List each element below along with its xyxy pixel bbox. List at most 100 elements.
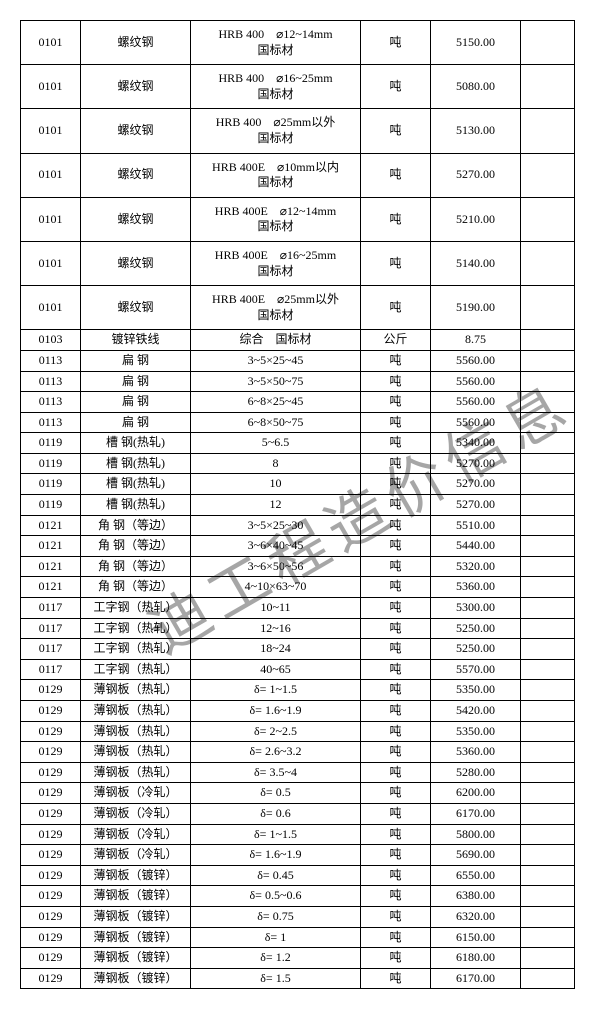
cell-price: 5560.00 [431, 350, 521, 371]
cell-code: 0129 [21, 783, 81, 804]
cell-note [521, 474, 575, 495]
cell-price: 5440.00 [431, 536, 521, 557]
table-row: 0117工字钢（热轧）40~65吨5570.00 [21, 659, 575, 680]
cell-spec: 综合 国标材 [191, 330, 361, 351]
cell-spec: δ= 3.5~4 [191, 762, 361, 783]
cell-name: 薄钢板（热轧） [81, 742, 191, 763]
cell-note [521, 153, 575, 197]
cell-code: 0121 [21, 556, 81, 577]
cell-code: 0101 [21, 197, 81, 241]
cell-price: 5560.00 [431, 371, 521, 392]
cell-unit: 吨 [361, 742, 431, 763]
cell-note [521, 906, 575, 927]
cell-unit: 吨 [361, 803, 431, 824]
cell-name: 螺纹钢 [81, 109, 191, 153]
cell-code: 0129 [21, 886, 81, 907]
cell-code: 0117 [21, 618, 81, 639]
cell-note [521, 680, 575, 701]
cell-unit: 吨 [361, 536, 431, 557]
cell-price: 5420.00 [431, 701, 521, 722]
cell-price: 5270.00 [431, 495, 521, 516]
cell-spec: HRB 400E ⌀10mm以内国标材 [191, 153, 361, 197]
cell-code: 0101 [21, 153, 81, 197]
cell-name: 薄钢板（冷轧） [81, 845, 191, 866]
cell-unit: 吨 [361, 21, 431, 65]
cell-code: 0101 [21, 65, 81, 109]
cell-name: 扁 钢 [81, 350, 191, 371]
cell-spec: HRB 400E ⌀25mm以外国标材 [191, 286, 361, 330]
cell-note [521, 659, 575, 680]
cell-price: 5560.00 [431, 412, 521, 433]
cell-name: 槽 钢(热轧) [81, 495, 191, 516]
cell-unit: 吨 [361, 701, 431, 722]
cell-code: 0117 [21, 659, 81, 680]
cell-unit: 吨 [361, 762, 431, 783]
cell-name: 扁 钢 [81, 392, 191, 413]
table-row: 0101螺纹钢HRB 400 ⌀16~25mm国标材吨5080.00 [21, 65, 575, 109]
cell-unit: 吨 [361, 453, 431, 474]
cell-spec: 8 [191, 453, 361, 474]
cell-spec: 4~10×63~70 [191, 577, 361, 598]
table-row: 0103镀锌铁线综合 国标材公斤8.75 [21, 330, 575, 351]
cell-price: 5250.00 [431, 639, 521, 660]
cell-name: 工字钢（热轧） [81, 639, 191, 660]
cell-code: 0129 [21, 701, 81, 722]
cell-price: 5560.00 [431, 392, 521, 413]
table-row: 0129薄钢板（镀锌）δ= 0.5~0.6吨6380.00 [21, 886, 575, 907]
table-row: 0113扁 钢3~5×25~45吨5560.00 [21, 350, 575, 371]
cell-code: 0121 [21, 515, 81, 536]
cell-unit: 吨 [361, 109, 431, 153]
material-price-table: 0101螺纹钢HRB 400 ⌀12~14mm国标材吨5150.000101螺纹… [20, 20, 575, 989]
table-row: 0129薄钢板（热轧）δ= 3.5~4吨5280.00 [21, 762, 575, 783]
cell-unit: 吨 [361, 927, 431, 948]
cell-price: 6170.00 [431, 803, 521, 824]
cell-name: 薄钢板（热轧） [81, 721, 191, 742]
table-row: 0117工字钢（热轧）18~24吨5250.00 [21, 639, 575, 660]
table-row: 0129薄钢板（热轧）δ= 2~2.5吨5350.00 [21, 721, 575, 742]
cell-spec: δ= 0.5~0.6 [191, 886, 361, 907]
cell-note [521, 536, 575, 557]
cell-note [521, 762, 575, 783]
cell-unit: 吨 [361, 556, 431, 577]
cell-code: 0101 [21, 286, 81, 330]
cell-unit: 吨 [361, 286, 431, 330]
cell-unit: 吨 [361, 392, 431, 413]
cell-note [521, 639, 575, 660]
cell-name: 扁 钢 [81, 412, 191, 433]
cell-spec: HRB 400 ⌀25mm以外国标材 [191, 109, 361, 153]
cell-unit: 吨 [361, 371, 431, 392]
cell-code: 0129 [21, 721, 81, 742]
cell-code: 0129 [21, 968, 81, 989]
cell-name: 薄钢板（镀锌） [81, 968, 191, 989]
table-row: 0101螺纹钢HRB 400 ⌀25mm以外国标材吨5130.00 [21, 109, 575, 153]
cell-name: 薄钢板（镀锌） [81, 886, 191, 907]
cell-code: 0129 [21, 865, 81, 886]
table-row: 0129薄钢板（镀锌）δ= 0.75吨6320.00 [21, 906, 575, 927]
table-row: 0129薄钢板（冷轧）δ= 1~1.5吨5800.00 [21, 824, 575, 845]
cell-code: 0129 [21, 762, 81, 783]
cell-name: 角 钢（等边） [81, 515, 191, 536]
cell-price: 5140.00 [431, 241, 521, 285]
cell-code: 0121 [21, 536, 81, 557]
cell-price: 5210.00 [431, 197, 521, 241]
cell-note [521, 948, 575, 969]
cell-spec: 6~8×50~75 [191, 412, 361, 433]
table-row: 0119槽 钢(热轧)10吨5270.00 [21, 474, 575, 495]
cell-price: 5270.00 [431, 153, 521, 197]
cell-price: 5190.00 [431, 286, 521, 330]
cell-price: 5280.00 [431, 762, 521, 783]
cell-note [521, 721, 575, 742]
cell-note [521, 453, 575, 474]
cell-price: 6380.00 [431, 886, 521, 907]
cell-note [521, 865, 575, 886]
cell-spec: 12~16 [191, 618, 361, 639]
table-row: 0129薄钢板（镀锌）δ= 1.2吨6180.00 [21, 948, 575, 969]
cell-spec: 18~24 [191, 639, 361, 660]
table-row: 0117工字钢（热轧）12~16吨5250.00 [21, 618, 575, 639]
cell-spec: δ= 2~2.5 [191, 721, 361, 742]
cell-name: 薄钢板（冷轧） [81, 803, 191, 824]
table-row: 0101螺纹钢HRB 400E ⌀10mm以内国标材吨5270.00 [21, 153, 575, 197]
cell-unit: 吨 [361, 906, 431, 927]
cell-name: 螺纹钢 [81, 153, 191, 197]
cell-price: 6180.00 [431, 948, 521, 969]
